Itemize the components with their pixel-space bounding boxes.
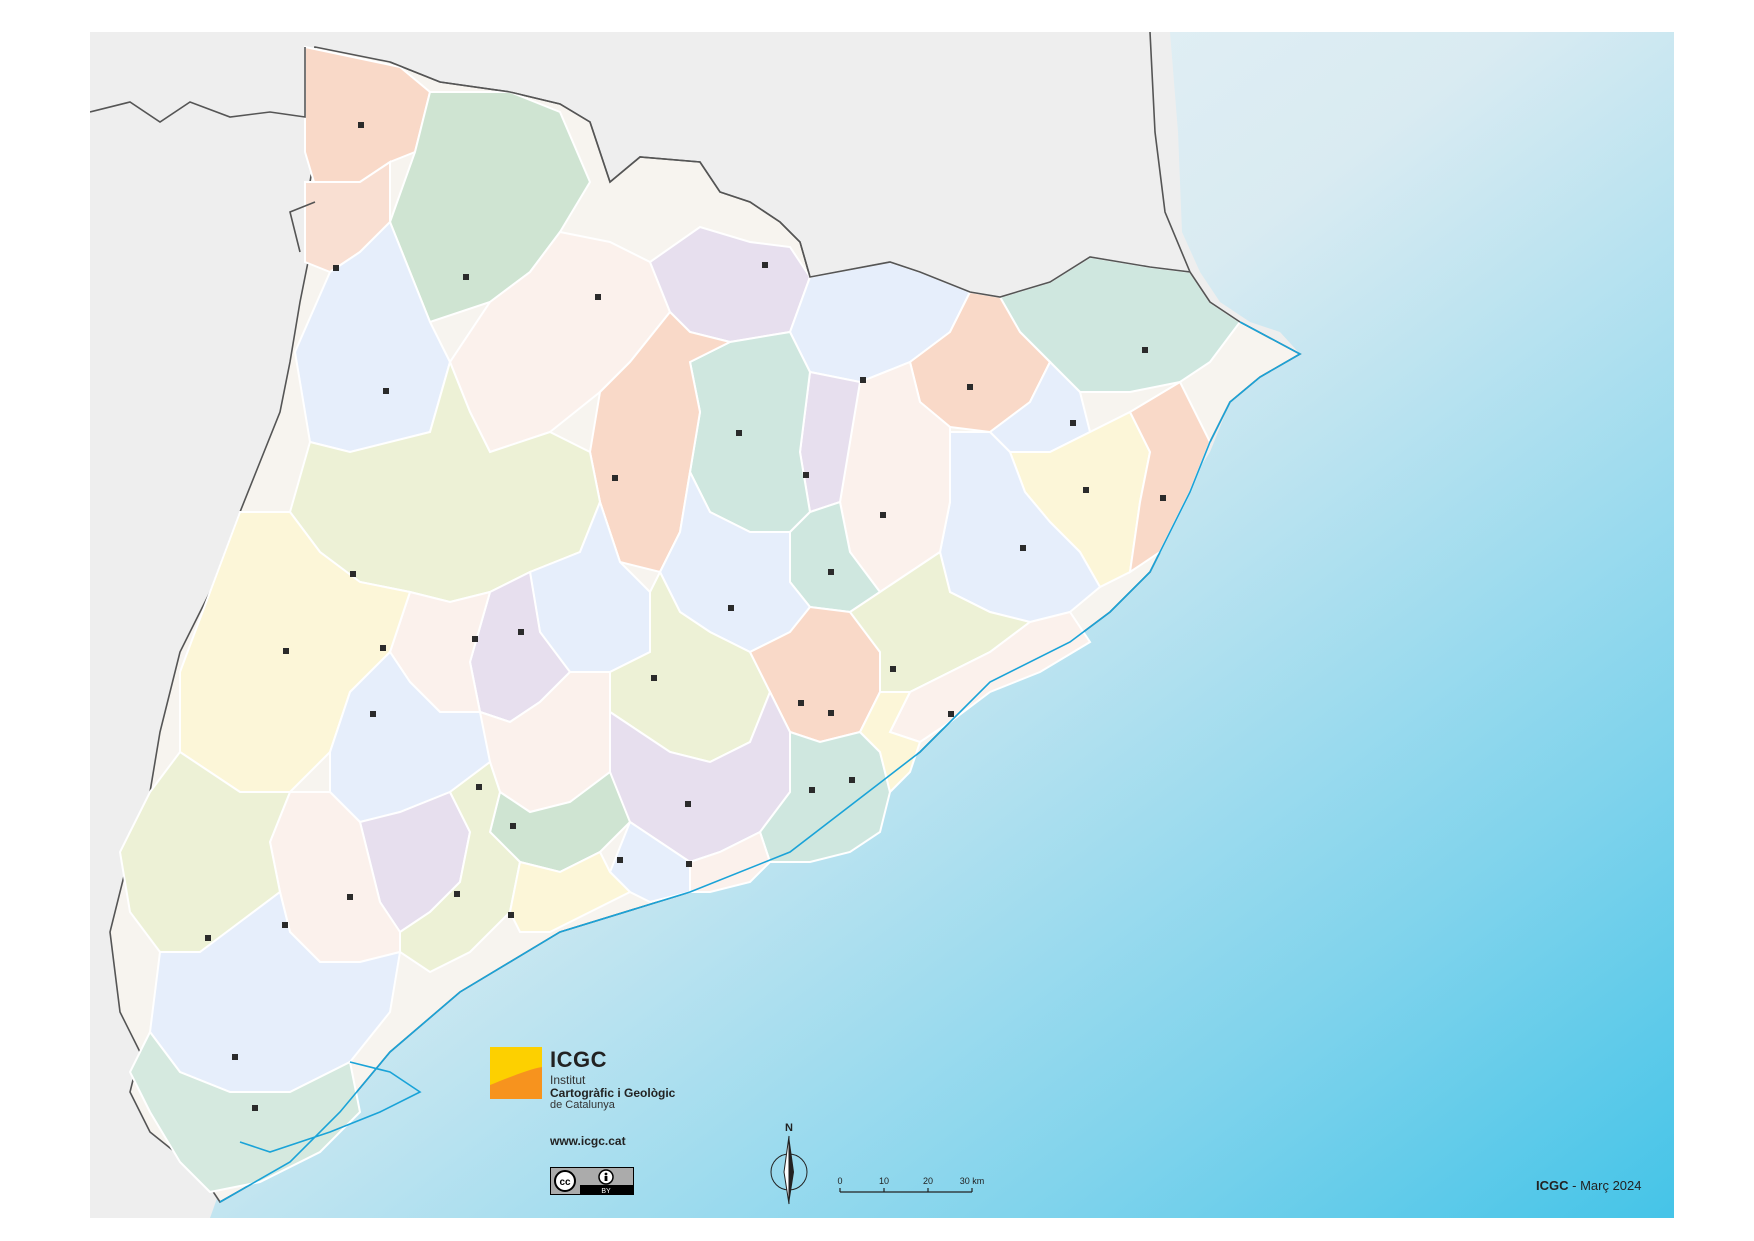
logo-line-2: Cartogràfic i Geològic	[550, 1086, 676, 1100]
north-label: N	[785, 1122, 793, 1134]
icgc-logo-mark	[490, 1047, 542, 1099]
scale-bar: 0 10 20 30 km	[832, 1174, 1012, 1204]
license-label: BY	[601, 1188, 611, 1195]
comarca-seats	[205, 122, 1166, 1111]
scale-tick-0: 0	[837, 1176, 842, 1186]
logo-line-1: Institut	[550, 1073, 586, 1087]
scale-tick-20: 20	[923, 1176, 933, 1186]
scale-tick-30: 30 km	[960, 1176, 985, 1186]
scale-tick-10: 10	[879, 1176, 889, 1186]
creative-commons-by-icon[interactable]: cc BY	[550, 1167, 634, 1195]
logo-line-3: de Catalunya	[550, 1099, 615, 1111]
comarques	[118, 45, 1242, 1194]
coastline	[219, 321, 1302, 1203]
map-canvas[interactable]	[90, 32, 1674, 1218]
catalonia-map	[90, 32, 1674, 1218]
website-link[interactable]: www.icgc.cat	[550, 1134, 626, 1148]
map-credit: ICGC - Març 2024	[1536, 1178, 1641, 1193]
north-arrow-icon: N	[770, 1122, 808, 1205]
logo-acronym: ICGC	[550, 1047, 607, 1072]
icgc-logo: ICGC Institut Cartogràfic i Geològic de …	[490, 1047, 720, 1157]
svg-text:cc: cc	[559, 1177, 571, 1188]
credit-separator: -	[1568, 1178, 1581, 1193]
border-line	[90, 32, 1241, 323]
credit-date: Març 2024	[1580, 1178, 1642, 1193]
credit-org: ICGC	[1536, 1178, 1569, 1193]
